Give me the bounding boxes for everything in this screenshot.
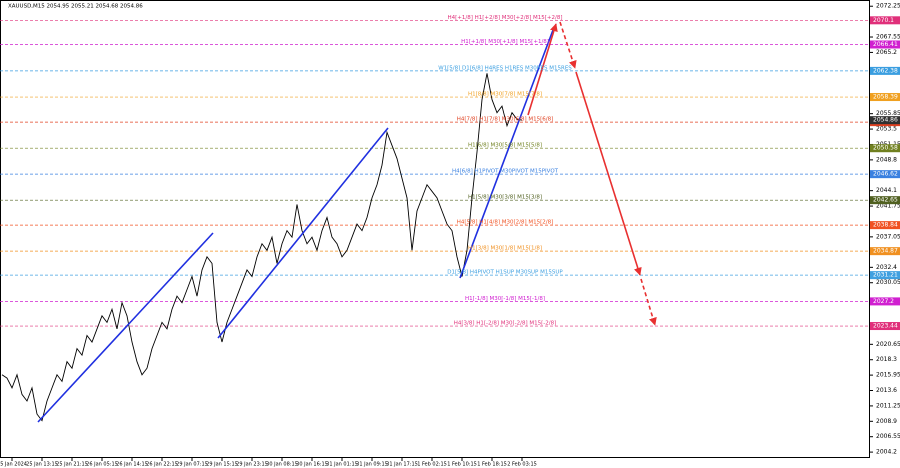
level-price-box xyxy=(870,66,900,75)
x-tick-label: 30 Jan 16:15 xyxy=(296,462,328,468)
level-price-box xyxy=(870,93,900,102)
level-label: H4[6/8] H1PIVOT M30PIVOT M15PIVOT xyxy=(452,169,559,175)
level-label: H1[-1/8] M30[-1/8] M15[-1/8] xyxy=(465,296,545,302)
trend-lines xyxy=(37,29,554,423)
level-price-box xyxy=(870,297,900,306)
y-tick-label: 2006.55 xyxy=(876,433,900,440)
level-label: H1[3/8] M30[1/8] M15[1/8] xyxy=(468,246,542,252)
level-label: H4[+1/8] H1[+2/8] M30[+2/8] M15[+2/8] xyxy=(447,15,562,21)
level-price-box xyxy=(870,247,900,256)
price-line xyxy=(1,73,523,422)
current-price: 2054.86 xyxy=(873,117,898,124)
x-tick-label: 29 Jan 23:15 xyxy=(236,462,268,468)
x-tick-label: 26 Jan 14:15 xyxy=(116,462,148,468)
level-label: H1[5/8] M30[3/8] M15[3/8] xyxy=(468,195,542,201)
chart-title: XAUUSD,M15 2054.95 2055.21 2054.68 2054.… xyxy=(8,4,143,10)
y-tick-label: 2048.8 xyxy=(876,156,897,163)
level-price-box xyxy=(870,40,900,49)
x-tick-label: 26 Jan 05:15 xyxy=(86,462,118,468)
y-tick-label: 2037.05 xyxy=(876,233,900,240)
y-tick-label: 2011.25 xyxy=(876,402,900,409)
level-price-box xyxy=(870,144,900,153)
plot-area xyxy=(0,0,870,458)
y-tick-label: 2018.3 xyxy=(876,356,897,363)
level-label: D1[5/8] H4PIVOT H1SUP M30SUP M15SUP xyxy=(447,270,563,276)
y-tick-label: 2044.1 xyxy=(876,187,897,194)
x-tick-label: 25 Jan 21:15 xyxy=(56,462,88,468)
y-tick-label: 2004.2 xyxy=(876,449,897,456)
level-label: H1[+1/8] M30[+1/8] M15[+1/8] xyxy=(461,39,549,45)
level-label: H1[6/8] M30[5/8] M15[5/8] xyxy=(468,143,542,149)
forecast-arrows xyxy=(527,21,657,326)
level-label: H1[8/8] M30[7/8] M15[7/8] xyxy=(468,92,542,98)
level-price-box xyxy=(870,322,900,331)
y-tick-label: 2055.85 xyxy=(876,110,900,117)
level-price: 2046.62 xyxy=(873,171,898,178)
level-label: H4[5/8] H1[4/8] M30[2/8] M15[2/8] xyxy=(457,220,554,226)
forecast-arrow xyxy=(640,278,657,326)
level-price: 2062.38 xyxy=(873,67,898,74)
x-tick-label: 31 Jan 17:15 xyxy=(386,462,418,468)
y-tick-label: 2015.95 xyxy=(876,372,900,379)
y-tick-label: 2020.65 xyxy=(876,341,900,348)
level-price: 2066.41 xyxy=(873,41,898,48)
x-tick-label: 31 Jan 01:15 xyxy=(326,462,358,468)
level-label: H4[3/8] H1[-2/8] M30[-2/8] M15[-2/8] xyxy=(454,321,557,327)
y-tick-label: 2041.75 xyxy=(876,203,900,210)
level-price: 2027.2 xyxy=(873,298,894,305)
y-tick-label: 2065.2 xyxy=(876,49,897,56)
y-tick-label: 2072.25 xyxy=(876,3,900,10)
level-price: 2042.65 xyxy=(873,197,898,204)
x-tick-label: 2 Feb 03:15 xyxy=(507,462,537,468)
level-price-box xyxy=(870,196,900,205)
y-tick-label: 2013.6 xyxy=(876,387,897,394)
x-tick-label: 1 Feb 10:15 xyxy=(447,462,477,468)
forecast-arrow xyxy=(527,23,558,116)
forecast-arrow xyxy=(575,71,642,276)
trend-line xyxy=(37,232,214,423)
level-price-box xyxy=(870,221,900,230)
level-label: H4[7/8] H1[7/8] M30[6/8] M15[6/8] xyxy=(457,117,554,123)
x-tick-label: 1 Feb 02:15 xyxy=(417,462,447,468)
y-tick-label: 2032.4 xyxy=(876,264,897,271)
current-price-box xyxy=(870,116,900,125)
trend-line xyxy=(459,29,554,279)
y-tick-label: 2030.05 xyxy=(876,279,900,286)
x-tick-label: 1 Feb 18:15 xyxy=(477,462,507,468)
y-tick-label: 2008.9 xyxy=(876,418,897,425)
x-tick-label: 26 Jan 22:15 xyxy=(146,462,178,468)
level-label: W1[5/8] D1[6/8] H4RES H1RES M30RES M15RE… xyxy=(438,65,572,71)
level-price-box xyxy=(870,170,900,179)
x-tick-label: 25 Jan 13:15 xyxy=(26,462,58,468)
trend-line xyxy=(217,127,389,339)
y-tick-label: 2067.55 xyxy=(876,34,900,41)
x-tick-label: 25 Jan 2024 xyxy=(0,462,27,468)
forecast-arrow xyxy=(559,21,577,69)
level-price: 2038.84 xyxy=(873,222,898,229)
y-tick-label: 2053.5 xyxy=(876,126,897,133)
level-price: 2070.1 xyxy=(873,17,894,24)
level-price: 2031.21 xyxy=(873,272,898,279)
x-tick-label: 30 Jan 08:15 xyxy=(266,462,298,468)
level-price: 2034.87 xyxy=(873,248,898,255)
x-tick-label: 29 Jan 15:15 xyxy=(206,462,238,468)
level-price-box xyxy=(870,271,900,280)
level-price: 2058.39 xyxy=(873,94,898,101)
level-price-box xyxy=(870,16,900,25)
x-tick-label: 31 Jan 09:15 xyxy=(356,462,388,468)
x-tick-label: 29 Jan 07:15 xyxy=(176,462,208,468)
level-price: 2023.44 xyxy=(873,323,898,330)
level-price: 2050.58 xyxy=(873,145,898,152)
